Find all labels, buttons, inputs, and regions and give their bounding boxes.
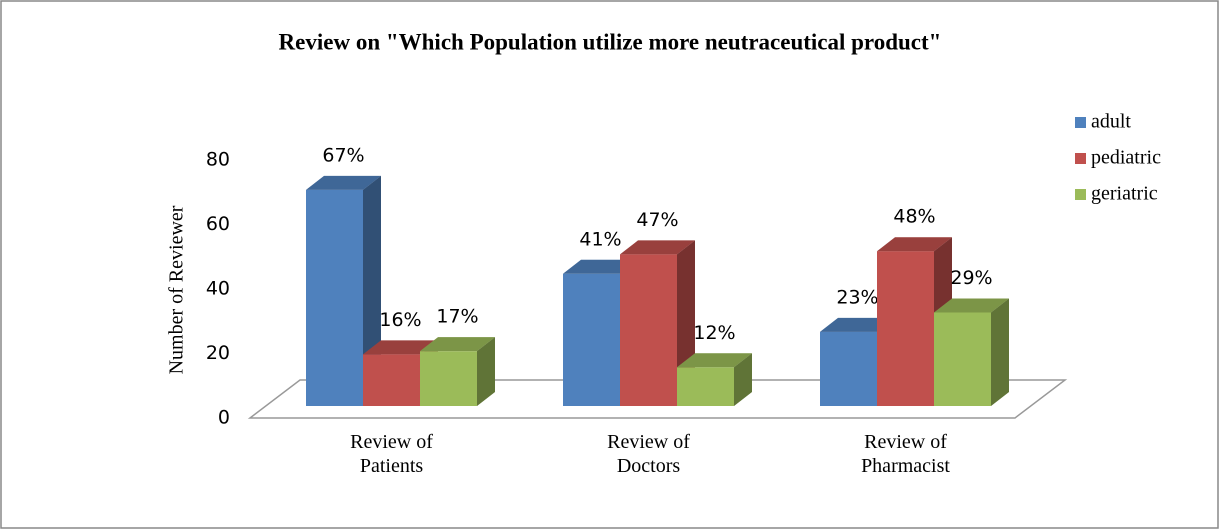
bar bbox=[306, 189, 363, 406]
x-tick-label: Review of Doctors bbox=[607, 431, 690, 477]
bar-top-shade bbox=[620, 240, 695, 255]
legend-swatch bbox=[1075, 117, 1086, 128]
bar bbox=[363, 354, 420, 406]
data-label: 47% bbox=[636, 209, 678, 231]
data-label: 67% bbox=[322, 144, 364, 166]
legend-label: adult bbox=[1091, 111, 1131, 133]
bar-top bbox=[820, 317, 895, 332]
bar-side bbox=[477, 337, 495, 406]
floor bbox=[247, 379, 1068, 419]
bar-side-shade bbox=[734, 353, 752, 406]
bar-top-shade bbox=[934, 298, 1009, 313]
bar bbox=[934, 312, 991, 406]
bar-top bbox=[620, 240, 695, 255]
legend-swatch bbox=[1075, 153, 1086, 164]
bar-side bbox=[734, 353, 752, 406]
bar-top-shade bbox=[420, 337, 495, 352]
bar-top bbox=[306, 175, 381, 190]
bar-side-shade bbox=[991, 298, 1009, 406]
data-label: 23% bbox=[836, 286, 878, 308]
x-tick-label-box: Review of Doctors bbox=[607, 431, 690, 477]
bar bbox=[620, 254, 677, 406]
bar-top-shade bbox=[877, 237, 952, 252]
x-tick-label: Review of Patients bbox=[350, 431, 433, 477]
bar bbox=[677, 367, 734, 406]
bar bbox=[877, 251, 934, 406]
bar-top-shade bbox=[820, 317, 895, 332]
data-label: 41% bbox=[579, 228, 621, 250]
bar-top bbox=[677, 353, 752, 368]
y-tick-label: 80 bbox=[206, 149, 230, 171]
y-tick-label: 20 bbox=[206, 342, 230, 364]
y-tick-label: 60 bbox=[206, 213, 230, 235]
data-label: 29% bbox=[950, 267, 992, 289]
bar-top bbox=[877, 237, 952, 252]
bar-top-shade bbox=[306, 175, 381, 190]
bar-top-shade bbox=[677, 353, 752, 368]
bar-side bbox=[991, 298, 1009, 406]
x-tick-label: Review of Pharmacist bbox=[861, 431, 950, 477]
bar-side-shade bbox=[477, 337, 495, 406]
bar-top-shade bbox=[363, 340, 438, 355]
bar-top bbox=[420, 337, 495, 352]
y-axis-label: Number of Reviewer bbox=[166, 205, 188, 374]
legend-swatch bbox=[1075, 189, 1086, 200]
y-tick-label: 40 bbox=[206, 278, 230, 300]
x-tick-label-box: Review of Patients bbox=[350, 431, 433, 477]
bar bbox=[420, 351, 477, 406]
bar-top bbox=[563, 259, 638, 274]
bar bbox=[820, 331, 877, 406]
data-label: 16% bbox=[379, 309, 421, 331]
data-label: 17% bbox=[436, 306, 478, 328]
data-label: 12% bbox=[693, 322, 735, 344]
x-tick-label-box: Review of Pharmacist bbox=[861, 431, 950, 477]
bar-top-shade bbox=[563, 259, 638, 274]
data-label: 48% bbox=[893, 206, 935, 228]
chart-title: Review on "Which Population utilize more… bbox=[279, 29, 942, 54]
bar-top bbox=[934, 298, 1009, 313]
legend-label: geriatric bbox=[1091, 183, 1158, 205]
legend-label: pediatric bbox=[1091, 147, 1161, 169]
bar-top bbox=[363, 340, 438, 355]
bar bbox=[563, 273, 620, 406]
y-tick-label: 0 bbox=[218, 407, 230, 429]
